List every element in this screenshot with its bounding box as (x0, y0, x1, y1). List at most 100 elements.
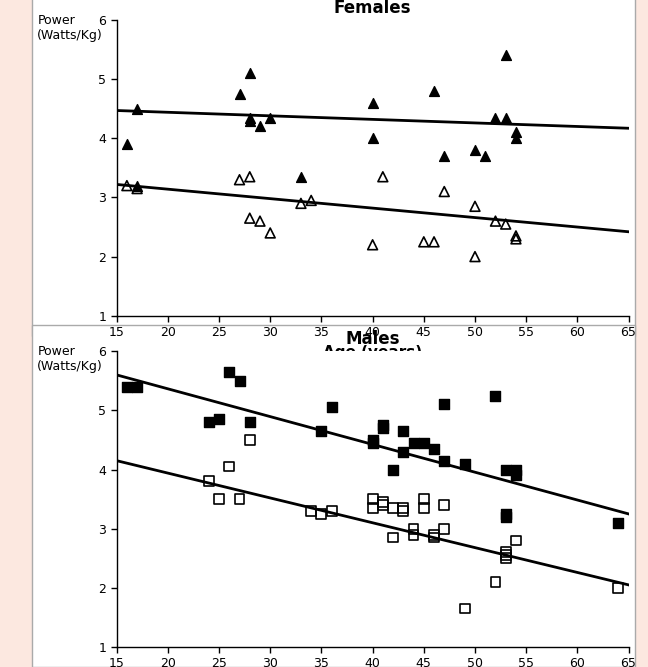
Point (491, 390, 501, 401)
Point (378, 497, 388, 508)
Point (408, 530, 419, 540)
Point (203, 417, 214, 428)
Point (132, 180, 143, 191)
Point (429, 532, 439, 543)
Point (511, 231, 521, 241)
Point (388, 503, 399, 514)
Point (244, 213, 255, 223)
Point (295, 171, 306, 182)
Point (429, 85, 439, 96)
Point (255, 216, 265, 227)
Point (255, 121, 265, 132)
Point (470, 201, 480, 211)
Point (122, 180, 132, 191)
Point (500, 512, 511, 522)
Point (398, 426, 408, 436)
Point (500, 50, 511, 61)
Point (613, 518, 623, 528)
Point (235, 376, 245, 386)
Point (367, 97, 378, 108)
Point (378, 420, 388, 430)
Point (470, 251, 480, 262)
Point (429, 444, 439, 454)
Point (500, 547, 511, 558)
Point (203, 476, 214, 487)
Point (419, 503, 429, 514)
Point (511, 470, 521, 481)
Point (316, 508, 327, 519)
Point (429, 530, 439, 540)
Point (388, 532, 399, 543)
Point (378, 423, 388, 434)
Point (378, 171, 388, 182)
X-axis label: Age (years): Age (years) (323, 345, 422, 360)
Point (132, 382, 143, 392)
Point (419, 237, 429, 247)
Point (408, 524, 419, 534)
Point (511, 233, 521, 244)
Point (388, 464, 399, 475)
Point (511, 127, 521, 137)
Point (500, 112, 511, 123)
Point (122, 382, 132, 392)
Point (367, 494, 378, 504)
Point (398, 446, 408, 457)
Point (439, 456, 450, 466)
Point (511, 133, 521, 143)
Point (511, 464, 521, 475)
Point (367, 438, 378, 448)
Point (511, 535, 521, 546)
Point (613, 582, 623, 593)
Text: Power
(Watts/Kg): Power (Watts/Kg) (38, 346, 103, 374)
Point (419, 494, 429, 504)
Point (470, 145, 480, 155)
Point (244, 417, 255, 428)
Point (408, 438, 419, 448)
Point (214, 414, 224, 425)
Point (244, 115, 255, 126)
Point (439, 151, 450, 161)
Point (122, 139, 132, 149)
Point (459, 603, 470, 614)
Point (132, 103, 143, 114)
Point (367, 133, 378, 143)
Point (295, 198, 306, 209)
Point (316, 426, 327, 436)
Point (244, 171, 255, 182)
Point (419, 438, 429, 448)
Point (500, 550, 511, 561)
Point (491, 112, 501, 123)
Point (439, 399, 450, 410)
Point (265, 112, 275, 123)
Point (244, 68, 255, 79)
Point (244, 112, 255, 123)
Point (367, 435, 378, 446)
Point (235, 174, 245, 185)
Point (378, 500, 388, 510)
Point (459, 458, 470, 469)
Point (429, 237, 439, 247)
Point (244, 435, 255, 446)
Point (480, 151, 491, 161)
Title: Females: Females (334, 0, 411, 17)
Text: Power
(Watts/Kg): Power (Watts/Kg) (38, 14, 103, 42)
Point (398, 506, 408, 516)
Point (439, 186, 450, 197)
Point (235, 89, 245, 99)
Point (306, 195, 316, 205)
Point (265, 227, 275, 238)
Point (224, 462, 235, 472)
Point (367, 503, 378, 514)
Point (439, 524, 450, 534)
Point (224, 367, 235, 378)
Point (500, 553, 511, 564)
Point (327, 402, 337, 413)
Point (306, 506, 316, 516)
Point (500, 508, 511, 519)
Point (132, 183, 143, 194)
Point (491, 216, 501, 227)
Point (235, 494, 245, 504)
Point (214, 494, 224, 504)
Point (439, 500, 450, 510)
Point (500, 219, 511, 229)
